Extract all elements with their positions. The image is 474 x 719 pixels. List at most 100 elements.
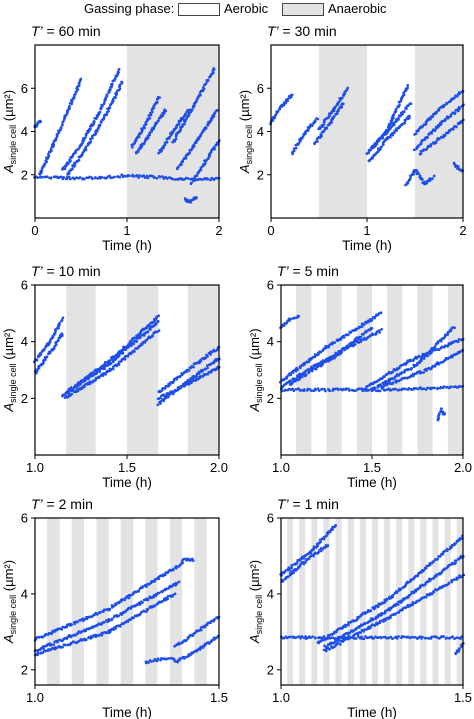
panel-6-series-3-point [304,561,307,564]
panel-5-anaerobic-band-2 [71,518,84,685]
panel-6-series-5-point [396,603,400,607]
panel-3-series-1-point [60,319,64,322]
panel-1-series-3-point [49,147,53,151]
panel-4-x-tick-label-1: 1.0 [272,460,290,475]
panel-4-series-5-point [298,377,302,381]
panel-4-series-1-point [394,387,398,391]
panel-1-series-6-point [130,145,134,149]
panel-2-series-10-point [459,119,463,123]
panel-1-series-4-point [68,158,72,162]
legend-aerobic-swatch [178,3,220,16]
panel-1-series-1-point [94,176,97,180]
panel-1-series-2-point [39,120,43,124]
panel-1-series-5-point [89,140,93,144]
panel-1-series-8-point [183,112,187,116]
panel-1-series-9-point [199,93,202,97]
panel-6-series-6-point [432,590,436,594]
panel-6-anaerobic-band-4 [323,518,330,685]
panel-1-series-3-point [77,81,81,85]
panel-1-series-5-point [98,123,102,127]
panel-1-series-9-point [206,78,210,82]
panel-6-series-6-point [404,606,408,609]
panel-2-series-11-point [456,165,460,169]
panel-3-series-6-point [187,369,191,372]
panel-2-series-9-point [451,111,455,115]
panel-1-series-3-point [61,123,64,127]
panel-5-series-7-point [207,641,210,644]
panel-1-series-3-point [59,126,63,129]
panel-3-x-tick-label-3: 2.0 [210,460,228,475]
panel-4-series-3-point [289,373,293,377]
panel-1-series-4-point [87,130,91,133]
panel-2-series-10-point [454,125,458,128]
panel-4-series-5-point [304,373,308,377]
panel-1-series-3-point [42,164,46,168]
panel-2-series-8-point [455,95,459,98]
panel-1-series-5-point [95,128,99,132]
legend-anaerobic-swatch [282,3,324,16]
panel-4-series-1-point [436,386,440,390]
panel-2-series-12-point [420,178,424,181]
panel-1-series-11-point [193,177,197,181]
panel-2-series-12-point [417,172,421,176]
panel-2-series-3-point [337,100,340,104]
panel-2-series-10-point [426,145,430,149]
panel-4-series-3-point [307,360,311,364]
panel-1-series-11-point [195,174,199,177]
panel-4-series-3-point [379,311,383,315]
panel-3-series-4-point [157,329,161,333]
panel-4-series-1-point [442,385,446,388]
panel-2-series-4-point [337,108,340,112]
panel-1-series-1-point [152,175,156,179]
panel-1-series-11-point [190,181,193,185]
panel-5-series-3-point [36,651,40,655]
panel-1-series-1-point [186,177,190,180]
panel-2-series-8-point [414,132,418,136]
panel-1-series-3-point [68,104,71,108]
panel-3-series-1-point [35,358,38,361]
panel-5-series-2-point [141,601,144,604]
panel-1-series-5-point [118,87,122,91]
panel-2-series-5-point [406,86,409,90]
panel-1-x-tick-label-1: 0 [31,223,38,238]
panel-5-series-3-point [166,597,169,601]
panel-4-series-1-point [378,389,382,393]
panel-6-series-5-point [435,574,438,578]
panel-1-series-9-point [201,86,205,89]
panel-1-series-3-point [66,109,69,112]
panel-1-series-5-point [111,97,115,101]
panel-2-series-6-point [405,107,408,111]
panel-2-series-6-point [406,104,410,107]
panel-1-series-1-point [62,175,66,179]
panel-1-series-4-point [67,161,70,165]
panel-2-series-3-point [322,123,326,126]
panel-2-series-3-point [340,96,344,100]
panel-1-series-11-point [203,162,207,165]
panel-6-series-6-point [359,631,362,635]
panel-3-series-6-point [192,365,195,369]
panel-1-series-6-point [143,126,146,130]
panel-4-series-1-point [314,388,317,392]
panel-3-series-1-point [57,326,60,330]
panel-6-series-4-point [446,548,449,552]
panel-4-series-1-point [303,388,306,391]
panel-1-series-1-point [59,175,63,179]
panel-3-series-2-point [57,339,60,342]
panel-5-series-4-point [191,559,195,562]
panel-5-x-axis-label: Time (h) [102,705,152,719]
panel-4-series-8-point [422,371,426,374]
panel-1-series-5-point [73,163,77,167]
panel-2-title: T’ = 30 min [267,23,337,39]
panel-4-series-2-point [289,317,293,321]
panel-2-series-9-point [449,113,453,117]
panel-2-y-tick-label-2: 4 [257,124,264,139]
panel-1-series-6-point [148,116,152,120]
panel-1-series-3-point [47,152,50,156]
panel-1-series-1-point [161,175,164,178]
panel-4-series-1-point [450,385,453,389]
panel-2-series-8-point [436,109,440,112]
panel-6-series-1-point [370,635,373,639]
panel-5-series-5-point [156,657,160,661]
panel-6-series-7-point [457,647,461,650]
panel-1-series-4-point [98,110,102,114]
